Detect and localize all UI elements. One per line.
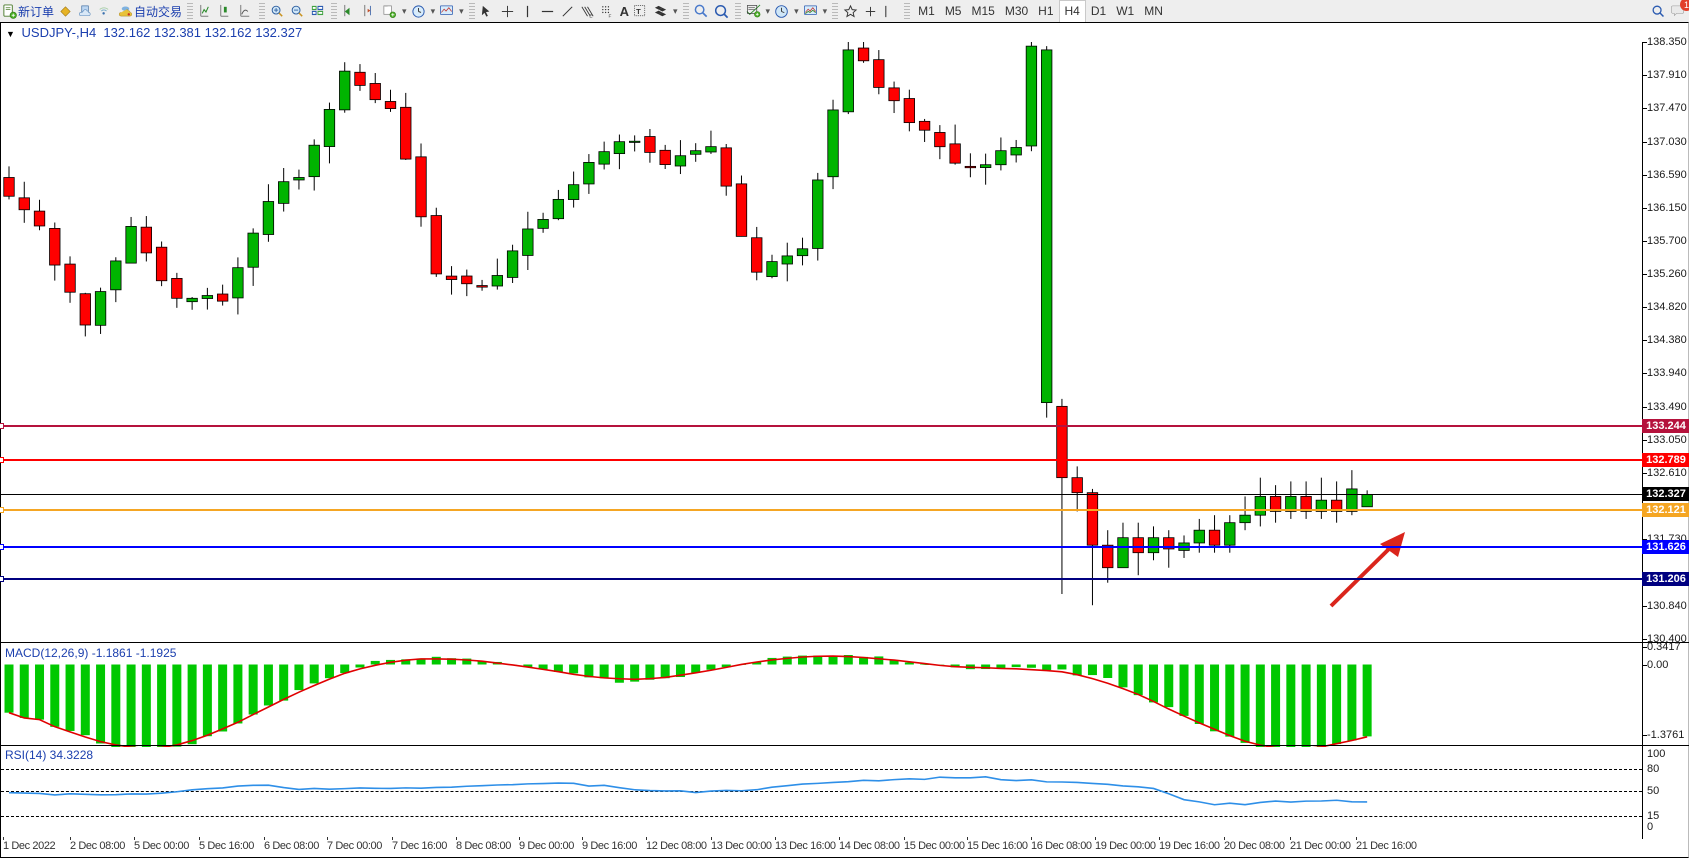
svg-text:T: T [636,6,641,15]
svg-text:E: E [589,13,592,18]
svg-text:F: F [608,13,611,18]
